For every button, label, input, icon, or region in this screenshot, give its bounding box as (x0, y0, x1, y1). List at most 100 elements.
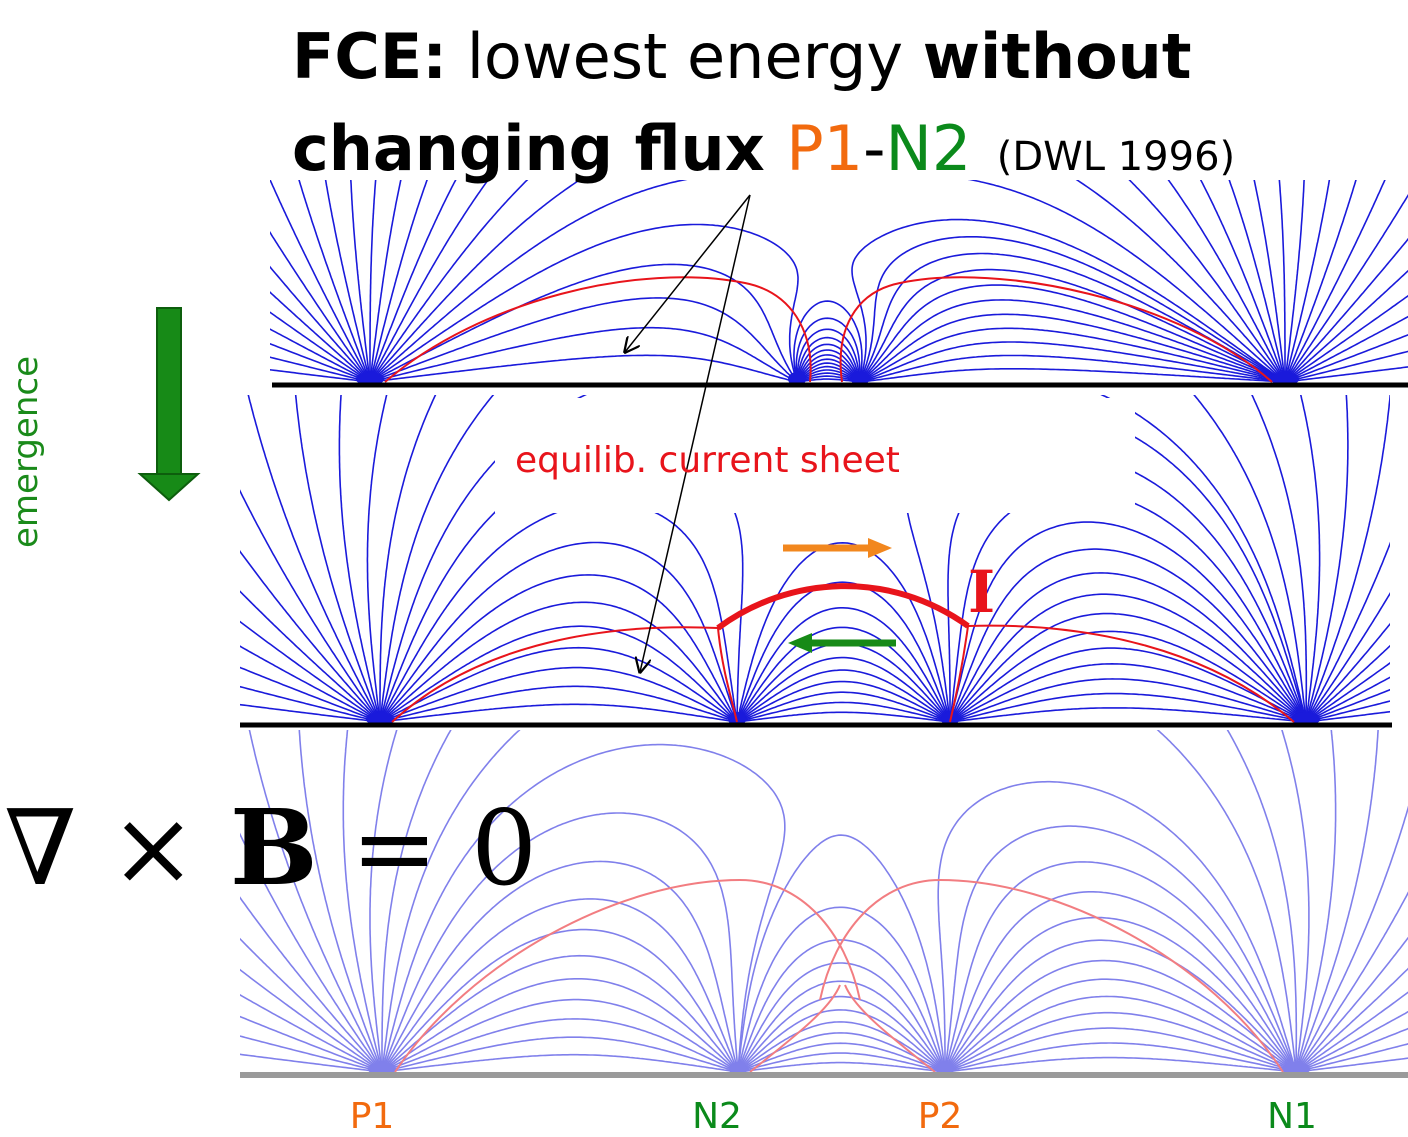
field-line (247, 395, 379, 719)
field-line (950, 548, 1306, 721)
separatrix-line (839, 276, 1273, 383)
field-line (381, 730, 1297, 1071)
field-line (384, 977, 738, 1072)
field-line (736, 606, 949, 722)
field-line (739, 1042, 942, 1072)
field-line (1299, 1010, 1408, 1071)
field-line (739, 711, 947, 723)
field-line (383, 666, 736, 722)
field-line (1288, 350, 1408, 382)
field-line (383, 860, 739, 1070)
field-line (1309, 710, 1390, 723)
curl-nabla: ∇ × (4, 787, 230, 909)
field-line (385, 1053, 737, 1073)
field-line (862, 284, 1285, 383)
field-line (1288, 315, 1408, 381)
field-line (953, 662, 1306, 723)
field-line (797, 362, 858, 382)
separatrix-line (749, 984, 841, 1073)
field-line (862, 299, 1284, 383)
field-line (1309, 676, 1390, 721)
field-line (796, 354, 859, 382)
field-line (373, 354, 795, 383)
field-line (737, 701, 947, 723)
field-line (944, 825, 1297, 1071)
field-line (739, 1052, 942, 1073)
field-line (1285, 180, 1357, 379)
field-line (861, 268, 1285, 383)
field-line (248, 730, 381, 1069)
field-line (851, 218, 1284, 382)
field-line (240, 1015, 379, 1072)
field-line (947, 978, 1296, 1072)
flow-arrow-orange (783, 538, 892, 558)
field-line (1309, 700, 1390, 722)
flux-source (366, 712, 394, 725)
field-line (739, 1021, 943, 1072)
field-line (952, 630, 1306, 723)
field-line (737, 906, 945, 1071)
field-line (240, 1053, 379, 1073)
field-line (1284, 180, 1305, 379)
field-line (1253, 180, 1286, 379)
field-line (1285, 180, 1331, 379)
field-line (946, 916, 1296, 1072)
field-line (385, 1036, 736, 1073)
title-dash: - (863, 112, 886, 185)
field-line (1298, 967, 1408, 1070)
field-line (953, 678, 1305, 723)
field-line (739, 1061, 942, 1073)
field-line (798, 372, 857, 382)
field-line (382, 601, 736, 721)
field-line (1308, 622, 1390, 720)
field-line (240, 666, 377, 722)
field-line (240, 896, 380, 1070)
flux-source (936, 1062, 954, 1075)
field-line (793, 300, 863, 381)
source-label-p1: P1 (349, 1096, 395, 1137)
field-line (739, 995, 943, 1071)
field-line (945, 890, 1296, 1071)
flux-source (368, 1062, 396, 1075)
field-line (798, 369, 857, 382)
field-line (948, 1027, 1295, 1073)
field-line (951, 593, 1305, 721)
field-line (1307, 541, 1390, 719)
field-line (373, 297, 797, 382)
field-line (298, 730, 382, 1069)
field-line (796, 328, 861, 382)
field-line (1278, 180, 1286, 378)
field-line (945, 861, 1297, 1072)
source-label-p2: P2 (917, 1096, 963, 1137)
title-p1: P1 (786, 112, 864, 185)
separatrix-line (844, 984, 936, 1073)
field-line (796, 343, 860, 381)
flux-source (788, 372, 806, 385)
field-line (270, 368, 367, 383)
field-line (862, 313, 1284, 383)
field-line (1297, 805, 1408, 1069)
field-line (948, 1056, 1296, 1073)
field-line (240, 937, 380, 1070)
field-line (270, 291, 368, 380)
separatrix-line (391, 626, 719, 723)
field-line (1299, 1027, 1408, 1072)
field-line (799, 375, 857, 382)
field-line (383, 685, 736, 723)
field-line (1298, 936, 1408, 1070)
field-line (947, 959, 1296, 1072)
flow-arrow-green (788, 633, 896, 653)
flux-source (851, 372, 869, 385)
field-line (240, 645, 377, 721)
field-line (381, 541, 737, 720)
separatrix-line (394, 878, 861, 1073)
field-line (863, 354, 1283, 383)
field-line (373, 326, 797, 383)
field-line (240, 832, 381, 1070)
panel-potential-field (240, 730, 1408, 1075)
title-lowest-energy: lowest energy (447, 20, 923, 93)
field-line (382, 625, 736, 721)
field-line (937, 780, 1297, 1071)
field-line (863, 367, 1283, 383)
field-line (1287, 237, 1408, 380)
